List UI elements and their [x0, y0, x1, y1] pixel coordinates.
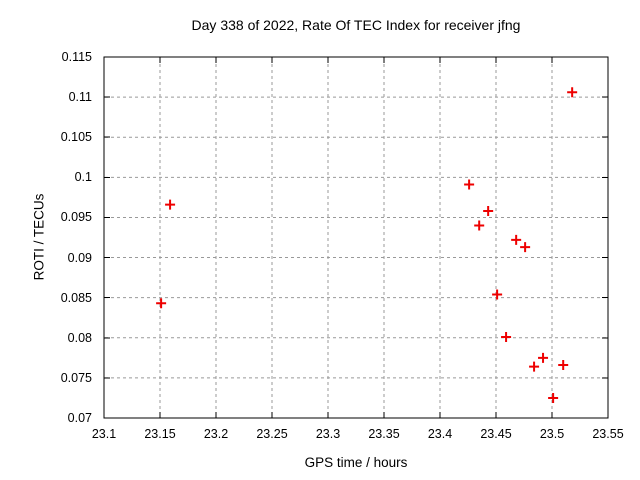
x-tick-label: 23.55: [592, 427, 624, 441]
data-point-marker: [538, 352, 549, 363]
x-tick-label: 23.15: [144, 427, 176, 441]
x-tick-label: 23.2: [203, 427, 229, 441]
data-point-marker: [492, 289, 503, 300]
y-tick-label: 0.1: [74, 170, 92, 185]
y-tick-label: 0.09: [67, 250, 92, 265]
data-point-marker: [165, 199, 176, 210]
data-point-marker: [548, 392, 559, 403]
y-tick-label: 0.08: [67, 330, 92, 345]
data-point-marker: [156, 298, 167, 309]
data-point-marker: [511, 234, 522, 245]
y-tick-label: 0.085: [60, 290, 92, 305]
y-tick-label: 0.115: [61, 50, 92, 64]
x-tick-label: 23.35: [368, 427, 400, 441]
y-tick-label: 0.075: [60, 370, 92, 385]
data-point-marker: [501, 331, 512, 342]
x-tick-label: 23.3: [315, 427, 341, 441]
plot-border: [103, 56, 609, 419]
y-tick-label: 0.07: [67, 411, 92, 425]
x-tick-label: 23.4: [427, 427, 453, 441]
x-tick-label: 23.25: [256, 427, 288, 441]
data-point-marker: [483, 206, 494, 217]
data-point-marker: [464, 179, 475, 190]
x-tick-label: 23.1: [91, 427, 117, 441]
y-tick-label: 0.095: [60, 210, 92, 225]
data-point-marker: [474, 220, 485, 231]
x-axis-label: GPS time / hours: [304, 455, 408, 470]
data-point-marker: [529, 361, 540, 372]
data-point-marker: [558, 360, 569, 371]
y-tick-label: 0.105: [60, 130, 92, 145]
data-point-marker: [567, 87, 578, 98]
x-tick-label: 23.5: [539, 427, 565, 441]
y-tick-label: 0.11: [68, 90, 92, 105]
data-point-marker: [520, 242, 531, 253]
chart-title: Day 338 of 2022, Rate Of TEC Index for r…: [191, 17, 521, 33]
x-tick-label: 23.45: [480, 427, 512, 441]
